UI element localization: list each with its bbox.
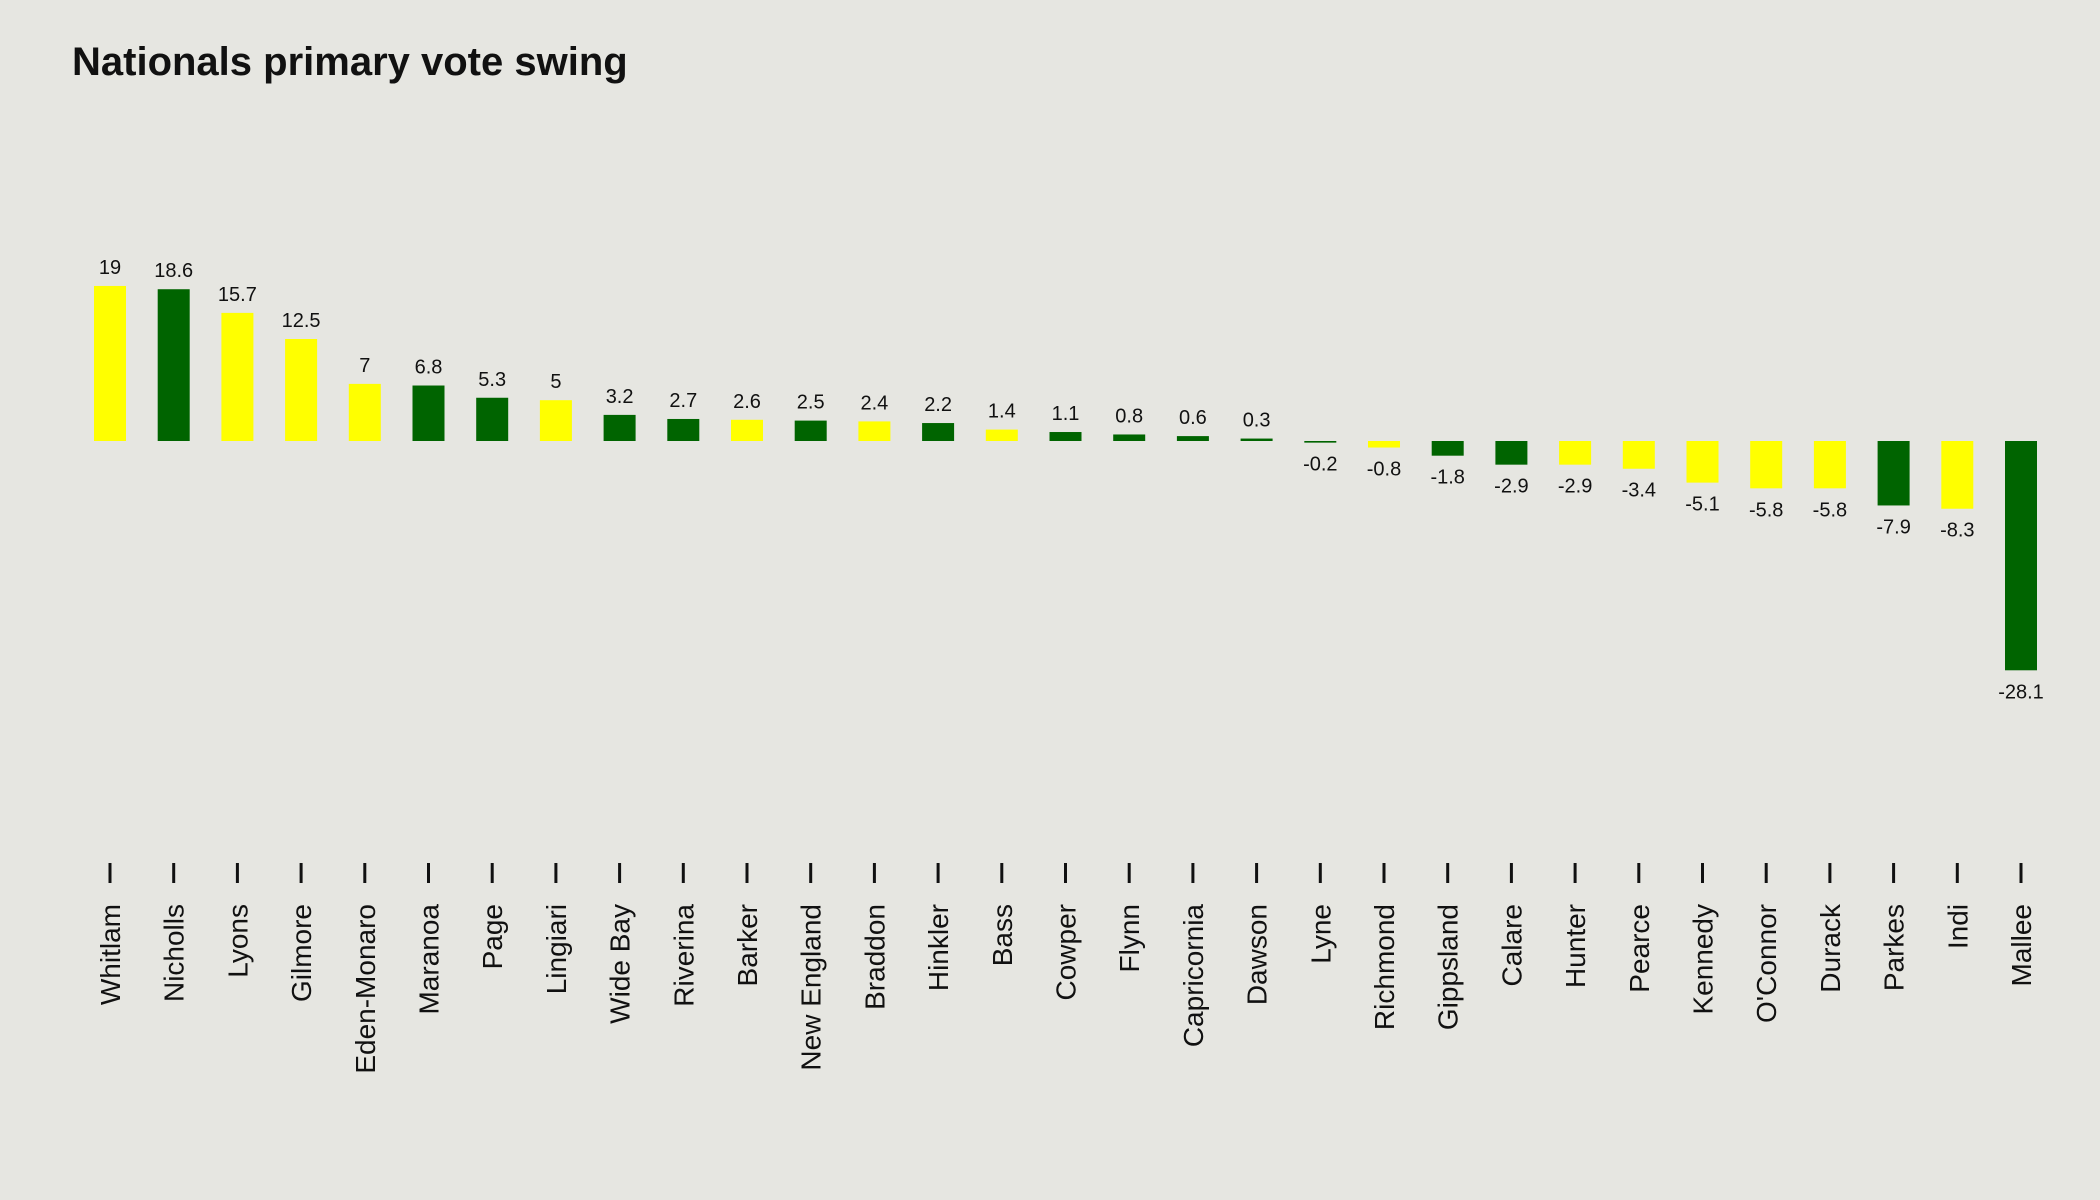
data-label: -5.8 <box>1813 499 1847 521</box>
x-tick-label: Flynn <box>1114 904 1145 972</box>
data-label: 2.5 <box>797 392 825 414</box>
bar <box>985 429 1018 441</box>
data-label: 2.7 <box>669 390 697 412</box>
x-tick-label: Whitlam <box>95 904 126 1005</box>
data-label: 0.6 <box>1179 407 1207 429</box>
data-label: 1.1 <box>1052 403 1080 425</box>
x-tick-label: Eden-Monaro <box>350 904 381 1074</box>
x-tick-label: Nicholls <box>159 904 190 1002</box>
bar <box>1240 438 1273 441</box>
data-label: 6.8 <box>415 357 443 379</box>
bar <box>667 418 700 441</box>
x-tick-label: Bass <box>987 904 1018 966</box>
x-tick-label: Durack <box>1815 903 1846 993</box>
bar <box>794 420 827 441</box>
x-tick-label: Richmond <box>1369 904 1400 1030</box>
bar <box>1877 441 1910 506</box>
bar <box>1431 441 1464 456</box>
bar <box>1495 441 1528 465</box>
data-label: -0.8 <box>1367 459 1401 481</box>
data-label: 18.6 <box>154 260 193 282</box>
bar <box>603 414 636 441</box>
x-tick-label: Riverina <box>668 904 699 1007</box>
x-tick-label: Lyne <box>1305 904 1336 964</box>
x-tick-label: O'Connor <box>1751 904 1782 1023</box>
bar <box>348 383 381 441</box>
bar <box>476 397 509 441</box>
bar <box>1176 436 1209 441</box>
x-tick-label: Lyons <box>222 904 253 978</box>
data-label: 12.5 <box>282 310 321 332</box>
x-tick-label: Mallee <box>2006 904 2037 986</box>
bar <box>1813 441 1846 489</box>
data-label: -5.8 <box>1749 499 1783 521</box>
data-label: 3.2 <box>606 386 634 408</box>
x-tick-label: Capricornia <box>1178 904 1209 1048</box>
data-label: -28.1 <box>1998 681 2044 703</box>
bar <box>1368 441 1400 448</box>
bar <box>858 421 891 441</box>
x-tick-label: Kennedy <box>1688 904 1719 1015</box>
x-tick-label: Barker <box>732 904 763 986</box>
data-label: -7.9 <box>1876 516 1910 538</box>
bar <box>1941 441 1974 509</box>
bar <box>412 385 445 441</box>
bar <box>1304 441 1337 443</box>
x-tick-label: Braddon <box>859 904 890 1010</box>
data-label: 1.4 <box>988 401 1016 423</box>
bar <box>285 339 318 441</box>
bar <box>1750 441 1783 489</box>
data-label: 2.2 <box>924 394 952 416</box>
x-tick-label: Hinkler <box>923 904 954 991</box>
data-label: 15.7 <box>218 284 257 306</box>
x-tick-label: Indi <box>1942 904 1973 949</box>
x-tick-label: Dawson <box>1242 904 1273 1005</box>
bar <box>922 423 955 441</box>
data-label: 0.3 <box>1243 410 1271 432</box>
data-label: 2.4 <box>860 392 888 414</box>
data-label: 2.6 <box>733 391 761 413</box>
bar <box>1622 441 1655 469</box>
data-label: -0.2 <box>1303 454 1337 476</box>
data-label: -5.1 <box>1685 494 1719 516</box>
bar <box>221 312 254 441</box>
bar <box>1049 432 1082 441</box>
bar <box>2005 441 2037 671</box>
data-label: 5.3 <box>478 369 506 391</box>
data-label: -3.4 <box>1622 480 1656 502</box>
data-label: -2.9 <box>1494 476 1528 498</box>
bar <box>1559 441 1592 465</box>
bar <box>94 285 126 441</box>
x-tick-label: Hunter <box>1560 904 1591 988</box>
bar <box>1686 441 1719 483</box>
x-tick-label: Calare <box>1496 904 1527 986</box>
x-tick-label: Cowper <box>1051 904 1082 1000</box>
x-tick-label: Gilmore <box>286 904 317 1002</box>
bar <box>1113 434 1146 441</box>
x-tick-label: Parkes <box>1879 904 1910 991</box>
bar <box>157 289 190 441</box>
bar <box>539 400 572 441</box>
data-label: -8.3 <box>1940 520 1974 542</box>
data-label: -1.8 <box>1430 467 1464 489</box>
data-label: 7 <box>359 355 370 377</box>
chart-title: Nationals primary vote swing <box>72 40 628 84</box>
data-label: 5 <box>550 371 561 393</box>
bar <box>731 419 763 441</box>
x-tick-label: Lingiari <box>541 904 572 994</box>
data-label: -2.9 <box>1558 476 1592 498</box>
x-tick-label: Page <box>477 904 508 969</box>
data-label: 0.8 <box>1115 405 1143 427</box>
x-tick-label: New England <box>796 904 827 1071</box>
x-tick-label: Wide Bay <box>605 904 636 1024</box>
x-tick-label: Gippsland <box>1433 904 1464 1030</box>
data-label: 19 <box>99 257 121 279</box>
x-tick-label: Pearce <box>1624 904 1655 993</box>
x-tick-label: Maranoa <box>414 904 445 1015</box>
